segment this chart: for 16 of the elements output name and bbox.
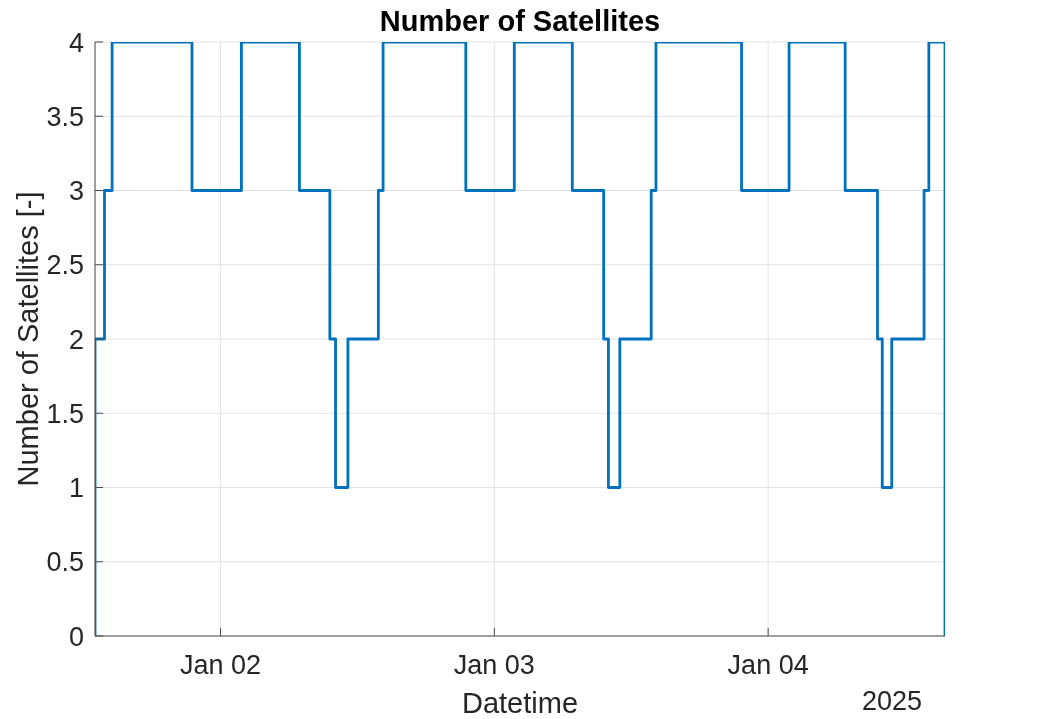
y-tick-label: 3.5	[46, 101, 84, 132]
y-axis-title: Number of Satellites [-]	[12, 191, 44, 487]
x-axis-title: Datetime	[461, 687, 579, 719]
chart-title: Number of Satellites	[379, 5, 661, 37]
text: 2025	[861, 686, 922, 716]
x-tick-label: Jan 03	[453, 650, 535, 680]
y-tick-label: 2	[68, 324, 84, 355]
y-tick-label: 0	[68, 621, 84, 652]
y-tick-label: 3	[68, 176, 84, 207]
x-tick-label: Jan 02	[179, 650, 262, 680]
y-tick-label: 2.5	[46, 250, 84, 281]
y-tick-label: 0.5	[46, 547, 84, 578]
y-tick-label: 1.5	[46, 398, 84, 429]
x-tick-label: Jan 04	[727, 650, 809, 680]
y-tick-label: 4	[68, 27, 84, 58]
y-tick-label: 1	[68, 473, 84, 504]
